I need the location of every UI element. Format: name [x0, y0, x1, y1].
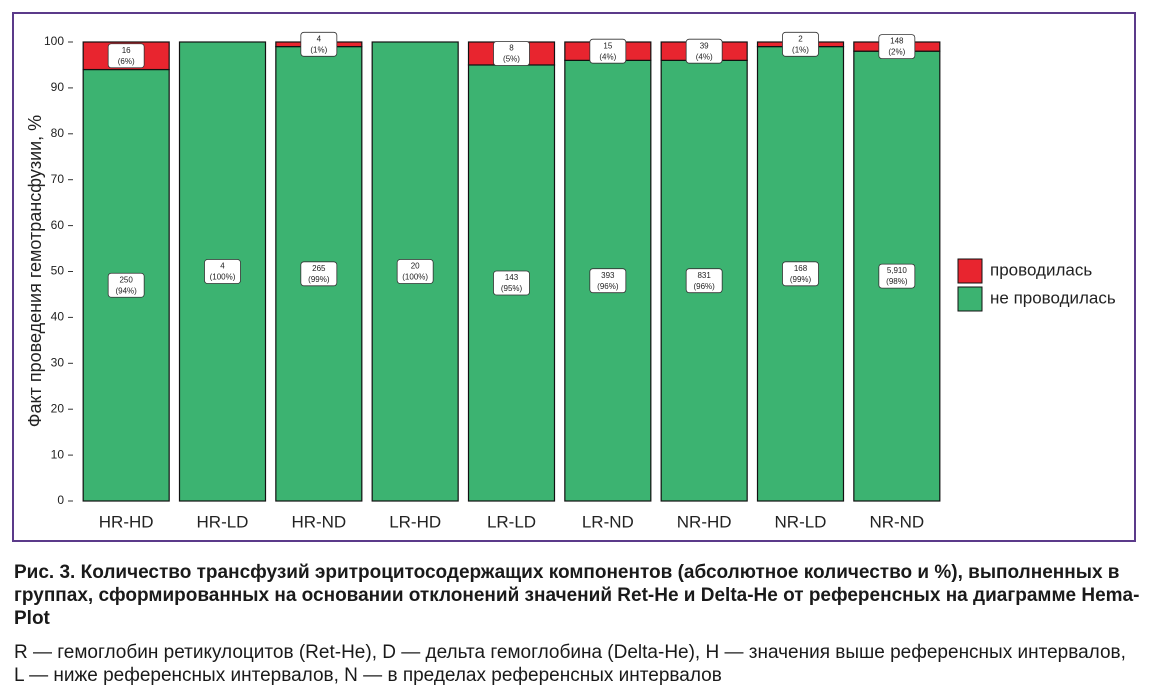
y-tick-label: 50: [51, 264, 65, 278]
y-tick-label: 10: [51, 447, 65, 461]
data-label-percent: (96%): [693, 282, 715, 291]
data-label-percent: (5%): [503, 55, 520, 64]
data-label-percent: (98%): [886, 277, 908, 286]
data-label-box: [107, 272, 145, 298]
y-tick-label: 20: [51, 401, 65, 415]
legend-swatch: [957, 286, 983, 312]
x-tick-label: HR-ND: [291, 512, 346, 531]
x-tick-label: HR-LD: [197, 512, 249, 531]
legend-swatch: [957, 258, 983, 284]
y-tick-label: 80: [51, 126, 65, 140]
data-label-box: [589, 38, 627, 64]
data-label-percent: (2%): [888, 48, 905, 57]
data-label-box: [493, 41, 530, 66]
data-label-box: [685, 268, 723, 294]
y-tick-label: 100: [44, 34, 64, 48]
data-label-count: 15: [603, 41, 612, 50]
x-tick-label: LR-ND: [582, 512, 634, 531]
data-label-count: 8: [509, 44, 514, 53]
data-label-percent: (100%): [210, 273, 236, 282]
data-label-percent: (1%): [792, 45, 809, 54]
x-tick-label: NR-ND: [869, 512, 924, 531]
data-label-count: 265: [312, 264, 326, 273]
data-label-count: 168: [794, 264, 808, 273]
data-label-percent: (1%): [310, 45, 327, 54]
data-label-count: 16: [122, 46, 131, 55]
data-label: 16 (6%): [107, 43, 145, 69]
y-tick-label: 30: [51, 355, 65, 369]
x-tick-label: NR-HD: [677, 512, 732, 531]
legend-label: не проводилась: [990, 288, 1116, 307]
data-label-percent: (94%): [115, 286, 137, 295]
caption-text: R — гемоглобин ретикулоцитов (Ret-He), D…: [14, 642, 1126, 686]
data-label: 250 (94%): [107, 272, 145, 298]
data-label-box: [396, 259, 434, 284]
data-label: 143 (95%): [493, 270, 530, 296]
x-tick-label: LR-LD: [487, 512, 536, 531]
x-tick-label: LR-HD: [389, 512, 441, 531]
data-label-percent: (99%): [308, 275, 330, 284]
data-label-box: [878, 263, 916, 289]
chart-frame: [12, 12, 1136, 542]
data-label-box: [204, 259, 241, 284]
data-label-count: 250: [119, 275, 133, 284]
data-label: 4 (100%): [204, 259, 241, 284]
data-label-count: 20: [411, 262, 420, 271]
data-label-percent: (100%): [402, 273, 428, 282]
data-label-count: 143: [505, 273, 519, 282]
data-label-count: 148: [890, 37, 904, 46]
data-label: 831 (96%): [685, 268, 723, 294]
y-tick-label: 0: [57, 493, 64, 507]
x-tick-label: HR-HD: [99, 512, 154, 531]
data-label: 393 (96%): [589, 268, 627, 294]
data-label: 39 (4%): [685, 38, 723, 64]
y-tick-label: 70: [51, 172, 65, 186]
data-label-count: 4: [220, 262, 225, 271]
data-label: 15 (4%): [589, 38, 627, 64]
data-label-count: 393: [601, 271, 615, 280]
data-label-percent: (95%): [501, 284, 523, 293]
data-label-percent: (99%): [790, 275, 812, 284]
data-label: 4 (1%): [300, 31, 338, 57]
data-label-box: [878, 34, 916, 59]
data-label-percent: (4%): [599, 52, 616, 61]
data-label: 265 (99%): [300, 261, 338, 287]
data-label-percent: (4%): [696, 52, 713, 61]
data-label-percent: (6%): [118, 57, 135, 66]
y-tick-label: 60: [51, 218, 65, 232]
data-label-box: [782, 31, 819, 57]
y-tick-label: 40: [51, 310, 65, 324]
data-label-count: 831: [697, 271, 711, 280]
caption-title: Рис. 3. Количество трансфузий эритроцито…: [14, 562, 1140, 629]
x-tick-label: NR-LD: [775, 512, 827, 531]
data-label: 168 (99%): [782, 261, 819, 287]
y-tick-label: 90: [51, 80, 65, 94]
data-label: 2 (1%): [782, 31, 819, 57]
data-label-count: 39: [700, 41, 709, 50]
data-label-box: [782, 261, 819, 287]
data-label-box: [107, 43, 145, 69]
data-label-box: [589, 268, 627, 294]
data-label: 8 (5%): [493, 41, 530, 66]
data-label-count: 5,910: [887, 266, 908, 275]
y-axis-label: Факт проведения гемотрансфузии, %: [25, 115, 45, 427]
data-label-box: [685, 38, 723, 64]
chart: Факт проведения гемотрансфузии, % 0 10 20 3…: [25, 31, 1116, 531]
data-label-count: 2: [798, 34, 803, 43]
data-label-percent: (96%): [597, 282, 619, 291]
data-label-box: [300, 31, 338, 57]
data-label-box: [493, 270, 530, 296]
data-label-box: [300, 261, 338, 287]
legend-label: проводилась: [990, 260, 1092, 279]
data-label: 148 (2%): [878, 34, 916, 59]
data-label: 5,910 (98%): [878, 263, 916, 289]
data-label-count: 4: [317, 34, 322, 43]
data-label: 20 (100%): [396, 259, 434, 284]
